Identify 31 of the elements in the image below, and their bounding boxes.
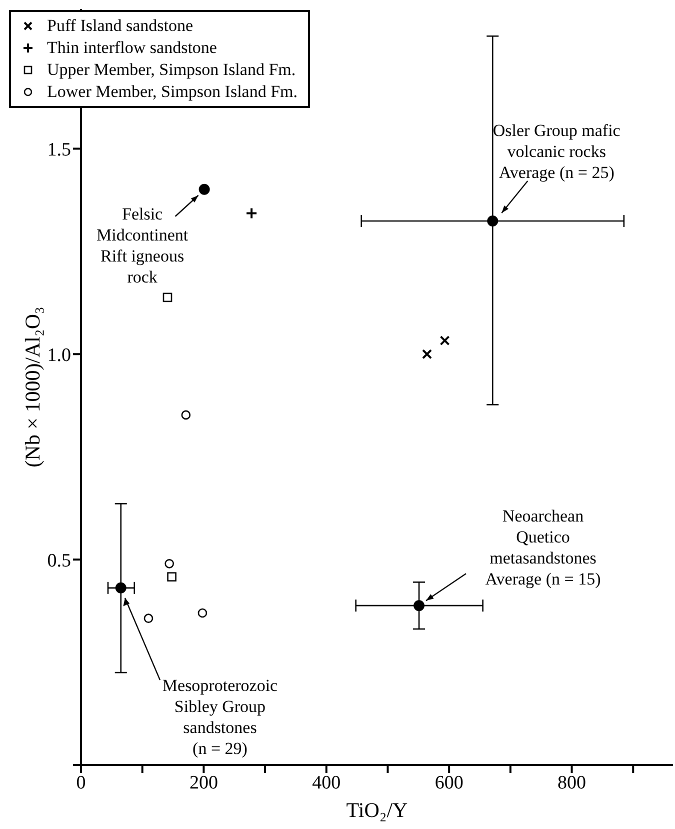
y-tick-label: 0.5 [47,550,71,572]
y-axis-title: (Nb × 1000)/Al₂O₃ [20,306,44,468]
legend-label: Upper Member, Simpson Island Fm. [47,59,296,81]
annotation: Felsic Midcontinent Rift igneous rock [96,204,188,286]
point [422,349,432,360]
point [162,292,172,302]
y-tick-label: 1.5 [47,139,71,160]
legend-label: Thin interflow sandstone [47,37,217,59]
x-axis-title: TiO₂/Y [346,798,408,822]
point [414,600,425,612]
point [181,410,191,420]
point [115,582,126,594]
annotation: Osler Group mafic volcanic rocks Average (n = 25) [492,121,621,182]
x-tick-label: 0 [76,772,86,794]
point [167,572,176,582]
point [164,559,174,568]
point [246,207,258,220]
x-tick-label: 200 [189,772,218,794]
x-tick-label: 400 [312,772,341,794]
legend-label: Puff Island sandstone [47,15,194,37]
x-tick-label: 600 [434,772,464,794]
point [487,216,498,227]
point [198,184,210,195]
x-tick-label: 800 [558,772,586,794]
point [198,608,208,618]
legend-label: Lower Member, Simpson Island Fm. [47,81,298,103]
point [144,614,154,623]
annotation: Mesoproterozoic Sibley Group sandstones (n = 29) [162,676,278,758]
y-tick-label: 1.0 [47,344,71,366]
annotation: Neoarchean Quetico metasandstones Average (n = 15) [485,506,601,589]
point [440,336,450,346]
